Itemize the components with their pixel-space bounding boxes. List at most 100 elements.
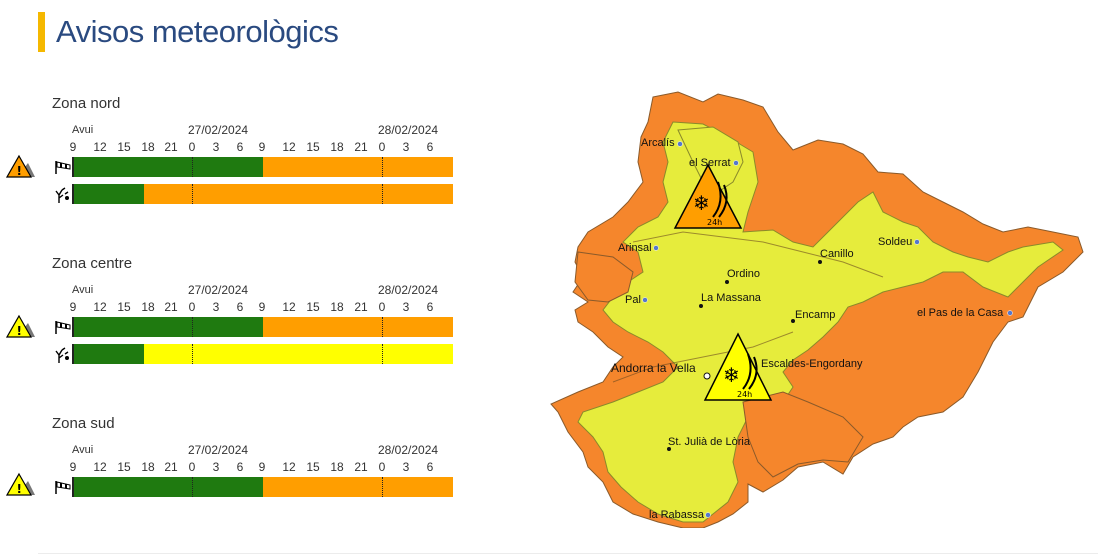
zone-title: Zona nord (52, 95, 121, 112)
now-marker (72, 184, 74, 204)
hour-tick: 21 (354, 300, 368, 314)
svg-text:❄: ❄ (693, 191, 710, 215)
hour-tick: 18 (330, 140, 344, 154)
date-label-2: 28/02/2024 (378, 283, 439, 297)
hour-tick: 9 (69, 140, 77, 154)
title-accent-bar (38, 12, 45, 52)
hour-tick: 6 (426, 300, 434, 314)
svg-text:!: ! (17, 164, 22, 178)
place-sant-julia: St. Julià de Lòria (668, 436, 750, 448)
day-separator (192, 157, 193, 177)
warning-timeline-bar (73, 344, 453, 364)
hour-tick: 18 (141, 460, 155, 474)
date-label-2: 28/02/2024 (378, 443, 439, 457)
hour-tick: 12 (282, 460, 296, 474)
warning-level-segment-orange (263, 157, 453, 177)
day-separator (382, 157, 383, 177)
zone-title: Zona sud (52, 415, 115, 432)
hour-tick: 21 (164, 140, 178, 154)
now-marker (72, 157, 74, 177)
place-la-massana: La Massana (701, 292, 761, 304)
hour-tick: 18 (330, 460, 344, 474)
day-separator (192, 477, 193, 497)
hour-tick: 9 (258, 300, 266, 314)
avalanche-icon (54, 186, 72, 209)
place-escaldes: Escaldes-Engordany (761, 358, 863, 370)
warning-level-segment-orange (263, 317, 453, 337)
warning-timeline-bar (73, 184, 453, 204)
hour-tick: 0 (188, 140, 196, 154)
hour-tick: 15 (117, 300, 131, 314)
warning-icon: ! (5, 471, 36, 502)
map-yellow-north (677, 126, 744, 193)
hour-tick: 12 (282, 140, 296, 154)
day-separator (382, 184, 383, 204)
hour-tick: 3 (402, 300, 410, 314)
town-markers (667, 260, 822, 451)
place-encamp: Encamp (795, 309, 836, 321)
warning-level-segment-green (73, 317, 263, 337)
hour-tick: 12 (93, 300, 107, 314)
warning-level-segment-green (73, 184, 145, 204)
map-orange-southeast (742, 391, 864, 478)
warning-level-segment-green (73, 477, 263, 497)
svg-text:❄: ❄ (723, 363, 740, 387)
hour-tick: 6 (426, 140, 434, 154)
warning-timeline-bar (73, 477, 453, 497)
capital-marker (703, 372, 711, 380)
hour-tick: 21 (354, 140, 368, 154)
hour-tick: 3 (402, 140, 410, 154)
zone-title: Zona centre (52, 255, 133, 272)
hour-tick: 21 (164, 460, 178, 474)
hour-tick: 0 (188, 300, 196, 314)
warning-level-segment-orange (144, 184, 453, 204)
zone-border-south (612, 331, 794, 383)
now-marker (72, 477, 74, 497)
wind-icon (54, 319, 72, 340)
now-marker (72, 317, 74, 337)
hour-tick: 15 (306, 140, 320, 154)
avalanche-icon (54, 346, 72, 369)
today-label: Avui (72, 444, 94, 456)
wind-icon (54, 159, 72, 180)
place-el-pas: el Pas de la Casa (917, 307, 1004, 319)
place-arcalis: Arcalís (641, 137, 675, 149)
warning-level-segment-green (73, 157, 263, 177)
hour-tick: 0 (378, 460, 386, 474)
hour-tick: 0 (378, 140, 386, 154)
city-markers (642, 141, 1013, 518)
warning-level-segment-green (73, 344, 145, 364)
place-andorra: Andorra la Vella (611, 361, 696, 375)
date-label-1: 27/02/2024 (188, 283, 249, 297)
hour-tick: 3 (212, 140, 220, 154)
date-label-1: 27/02/2024 (188, 443, 249, 457)
map-svg: ❄ 24h ❄ 24h (550, 91, 1084, 529)
svg-text:!: ! (17, 324, 22, 338)
hour-tick: 6 (236, 460, 244, 474)
hour-tick: 15 (306, 300, 320, 314)
map-orange-west (574, 251, 634, 303)
hour-tick: 15 (117, 140, 131, 154)
hour-tick: 18 (330, 300, 344, 314)
warning-level-segment-orange (263, 477, 453, 497)
hour-tick: 12 (93, 460, 107, 474)
snow-warning-icon: ! (5, 153, 36, 184)
hour-tick: 21 (164, 300, 178, 314)
warning-1-duration: 24h (707, 218, 722, 227)
wind-icon (54, 479, 72, 500)
hour-tick: 9 (69, 300, 77, 314)
footer-divider (38, 553, 1098, 554)
hour-tick: 0 (378, 300, 386, 314)
hour-tick: 15 (117, 460, 131, 474)
hour-tick: 9 (258, 460, 266, 474)
hour-tick: 3 (402, 460, 410, 474)
day-separator (382, 477, 383, 497)
date-label-1: 27/02/2024 (188, 123, 249, 137)
hour-tick: 18 (141, 300, 155, 314)
place-el-serrat: el Serrat (689, 157, 731, 169)
hour-tick: 15 (306, 460, 320, 474)
hour-tick: 6 (236, 300, 244, 314)
hour-tick: 12 (93, 140, 107, 154)
place-rabassa: la Rabassa (649, 509, 705, 521)
day-separator (192, 344, 193, 364)
